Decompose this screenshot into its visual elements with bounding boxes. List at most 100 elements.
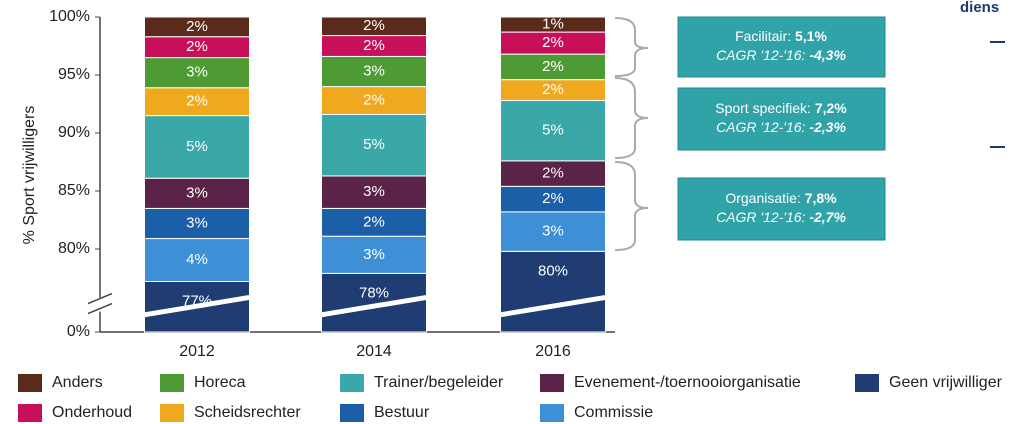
bar-segment bbox=[500, 16, 606, 33]
value-label: 1% bbox=[542, 16, 564, 33]
value-label: 5% bbox=[186, 138, 208, 155]
value-label: 2% bbox=[363, 37, 385, 54]
value-label: 3% bbox=[542, 223, 564, 240]
bar-segment bbox=[144, 177, 250, 209]
y-tick-label: 85% bbox=[58, 182, 90, 199]
bar-segment bbox=[321, 16, 427, 37]
legend-swatch bbox=[160, 374, 184, 392]
value-label: 2% bbox=[542, 58, 564, 75]
value-label: 2% bbox=[542, 34, 564, 51]
legend-swatch bbox=[160, 404, 184, 422]
annotation-title: Sport specifiek: 7,2% bbox=[715, 100, 847, 116]
bar-segment bbox=[321, 113, 427, 177]
corner-text: diens bbox=[960, 0, 999, 16]
bar-segment bbox=[500, 160, 606, 187]
legend-label: Trainer/begeleider bbox=[374, 374, 504, 391]
bar-segment bbox=[500, 53, 606, 81]
bar-segment bbox=[144, 57, 250, 89]
value-label: 2% bbox=[186, 38, 208, 55]
y-tick-label: 0% bbox=[67, 323, 90, 340]
legend-label: Onderhoud bbox=[52, 404, 132, 421]
annotation-cagr-value: -2,3% bbox=[809, 119, 846, 135]
legend-swatch bbox=[340, 404, 364, 422]
annotation-cagr-text: CAGR '12-'16: bbox=[716, 119, 809, 135]
bar-segment bbox=[500, 211, 606, 252]
y-axis-label: % Sport vrijwilligers bbox=[21, 106, 38, 245]
legend-swatch bbox=[540, 404, 564, 422]
x-tick-label: 2014 bbox=[356, 343, 392, 360]
bar-segment bbox=[144, 207, 250, 240]
legend-swatch bbox=[18, 374, 42, 392]
annotation-box bbox=[677, 16, 886, 78]
legend-swatch bbox=[540, 374, 564, 392]
legend-label: Horeca bbox=[194, 374, 246, 391]
annotation-text: Facilitair: bbox=[735, 28, 795, 44]
annotation-value: 7,8% bbox=[805, 190, 837, 206]
axis-break bbox=[313, 293, 435, 319]
bar-segment bbox=[321, 207, 427, 237]
value-label: 3% bbox=[363, 62, 385, 79]
annotation-cagr: CAGR '12-'16: -4,3% bbox=[716, 47, 846, 63]
brackets bbox=[614, 17, 649, 251]
annotation-cagr-value: -2,7% bbox=[809, 209, 846, 225]
annotation-cagr-value: -4,3% bbox=[809, 47, 846, 63]
y-tick-label: 100% bbox=[49, 8, 90, 25]
legend-swatch bbox=[340, 374, 364, 392]
axis-break bbox=[87, 292, 113, 305]
legend-label: Commissie bbox=[574, 404, 653, 421]
value-label: 2% bbox=[363, 17, 385, 34]
bar-segment bbox=[500, 185, 606, 213]
value-label: 2% bbox=[363, 213, 385, 230]
bar-segment bbox=[321, 235, 427, 274]
value-label: 2% bbox=[542, 165, 564, 182]
legend-label: Scheidsrechter bbox=[194, 404, 301, 421]
bar-segment bbox=[321, 175, 427, 209]
value-label: 80% bbox=[538, 262, 568, 279]
value-label: 78% bbox=[359, 284, 389, 301]
value-label: 5% bbox=[542, 122, 564, 139]
y-tick-label: 95% bbox=[58, 66, 90, 83]
axis-break bbox=[87, 302, 113, 315]
value-label: 2% bbox=[542, 190, 564, 207]
value-label: 3% bbox=[186, 64, 208, 81]
legend-swatch bbox=[18, 404, 42, 422]
legend-label: Evenement-/toernooiorganisatie bbox=[574, 374, 801, 391]
annotation-cagr-text: CAGR '12-'16: bbox=[716, 47, 809, 63]
value-label: 5% bbox=[363, 136, 385, 153]
value-label: 2% bbox=[542, 81, 564, 98]
value-label: 3% bbox=[186, 184, 208, 201]
y-tick-label: 90% bbox=[58, 124, 90, 141]
annotation-title: Organisatie: 7,8% bbox=[725, 190, 837, 206]
legend-swatch bbox=[855, 374, 879, 392]
bar-segment bbox=[144, 87, 250, 117]
legend-label: Bestuur bbox=[374, 404, 430, 421]
x-tick-label: 2016 bbox=[535, 343, 571, 360]
legend-label: Anders bbox=[52, 374, 103, 391]
annotation-cagr-text: CAGR '12-'16: bbox=[716, 209, 809, 225]
bar-segment bbox=[144, 238, 250, 282]
axis-break bbox=[492, 293, 614, 319]
annotation-text: Organisatie: bbox=[725, 190, 804, 206]
annotation-cagr: CAGR '12-'16: -2,3% bbox=[716, 119, 846, 135]
annotation-value: 5,1% bbox=[795, 28, 827, 44]
annotation-text: Sport specifiek: bbox=[715, 100, 815, 116]
value-label: 2% bbox=[363, 91, 385, 108]
y-tick-label: 80% bbox=[58, 240, 90, 257]
value-label: 3% bbox=[363, 183, 385, 200]
annotation-box bbox=[677, 177, 886, 241]
value-label: 3% bbox=[186, 214, 208, 231]
value-label: 3% bbox=[363, 246, 385, 263]
bar-segment bbox=[321, 272, 427, 333]
annotation-box bbox=[677, 87, 886, 151]
value-label: 2% bbox=[186, 18, 208, 35]
value-label: 4% bbox=[186, 251, 208, 268]
bar-segment bbox=[144, 115, 250, 179]
legend-label: Geen vrijwilliger bbox=[889, 374, 1003, 391]
x-tick-label: 2012 bbox=[179, 343, 215, 360]
annotation-value: 7,2% bbox=[815, 100, 847, 116]
bar-segment bbox=[500, 250, 606, 333]
value-label: 2% bbox=[186, 93, 208, 110]
bar-segment bbox=[144, 16, 250, 38]
axis-break bbox=[136, 293, 258, 319]
